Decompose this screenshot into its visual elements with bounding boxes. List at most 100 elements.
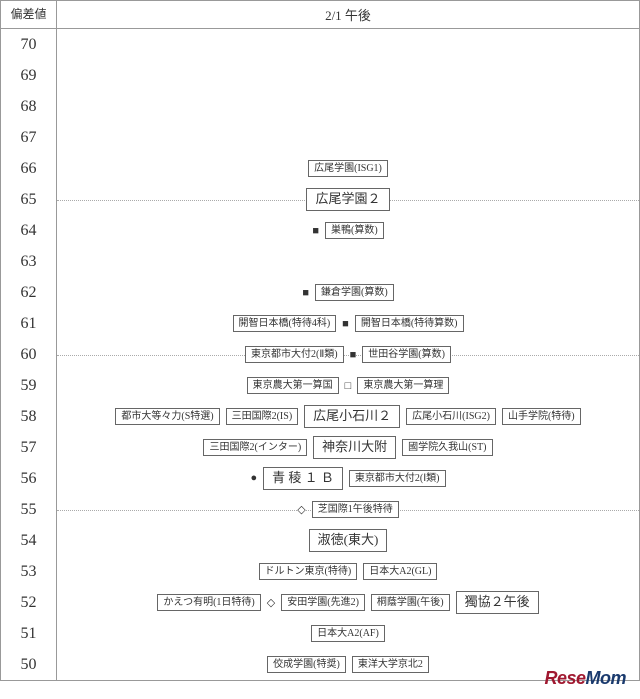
mark-black_square: ■ [302, 287, 309, 299]
deviation-value: 65 [1, 184, 57, 215]
school-box: 青 稜 １ Ｂ [263, 467, 343, 490]
school-box: 広尾小石川２ [304, 405, 400, 428]
school-box: 都市大等々力(S特選) [115, 408, 219, 425]
row-53: 53 ドルトン東京(特待) 日本大A2(GL) [1, 556, 639, 587]
row-items: 三田国際2(インター) 神奈川大附國学院久我山(ST) [57, 436, 639, 459]
row-50: 50 佼成学園(特奨) 東洋大学京北2 [1, 649, 639, 680]
row-items: ◇ 芝国際1午後特待 [57, 501, 639, 518]
school-box: 東京都市大付2(Ⅱ類) [245, 346, 344, 363]
row-items: 日本大A2(AF) [57, 625, 639, 642]
deviation-value: 57 [1, 432, 57, 463]
school-box: 開智日本橋(特待算数) [355, 315, 464, 332]
school-box: 三田国際2(IS) [226, 408, 299, 425]
row-items: ■ 巣鴨(算数) [57, 222, 639, 239]
school-box: 國学院久我山(ST) [402, 439, 492, 456]
deviation-chart: 偏差値 2/1 午後 7069686766 広尾学園(ISG1) 65 広尾学園２ 64… [0, 0, 640, 681]
school-box: 獨協２午後 [456, 591, 539, 614]
row-59: 59 東京農大第一算国 □ 東京農大第一算理 [1, 370, 639, 401]
school-box: 安田学園(先進2) [281, 594, 365, 611]
school-box: 神奈川大附 [313, 436, 396, 459]
row-items: ドルトン東京(特待) 日本大A2(GL) [57, 563, 639, 580]
school-box: 広尾学園(ISG1) [308, 160, 388, 177]
school-box: 山手学院(特待) [502, 408, 581, 425]
row-54: 54 淑徳(東大) [1, 525, 639, 556]
deviation-value: 69 [1, 60, 57, 91]
chart-header: 偏差値 2/1 午後 [1, 1, 639, 29]
row-55: 55 ◇ 芝国際1午後特待 [1, 494, 639, 525]
school-box: 佼成学園(特奨) [267, 656, 346, 673]
school-box: 開智日本橋(特待4科) [233, 315, 337, 332]
mark-diamond: ◇ [297, 503, 305, 516]
school-box: 広尾学園２ [306, 188, 389, 211]
deviation-value: 63 [1, 246, 57, 277]
deviation-value: 60 [1, 339, 57, 370]
row-items: かえつ有明(1日特待) ◇ 安田学園(先進2) 桐蔭学園(午後) 獨協２午後 [57, 591, 639, 614]
row-52: 52 かえつ有明(1日特待) ◇ 安田学園(先進2) 桐蔭学園(午後) 獨協２午後 [1, 587, 639, 618]
watermark: ReseMom [544, 668, 626, 689]
school-box: 芝国際1午後特待 [312, 501, 399, 518]
deviation-value: 58 [1, 401, 57, 432]
mark-diamond: ◇ [267, 596, 275, 609]
school-box: ドルトン東京(特待) [259, 563, 358, 580]
row-61: 61 開智日本橋(特待4科) ■ 開智日本橋(特待算数) [1, 308, 639, 339]
deviation-value: 68 [1, 91, 57, 122]
mark-black_square: ■ [342, 318, 349, 330]
row-58: 58 都市大等々力(S特選) 三田国際2(IS) 広尾小石川２ 広尾小石川(ISG2) 山… [1, 401, 639, 432]
deviation-value: 61 [1, 308, 57, 339]
row-items: ■ 鎌倉学園(算数) [57, 284, 639, 301]
row-60: 60 東京都市大付2(Ⅱ類) ■ 世田谷学園(算数) [1, 339, 639, 370]
school-box: 三田国際2(インター) [203, 439, 307, 456]
school-box: 世田谷学園(算数) [362, 346, 451, 363]
row-items: 淑徳(東大) [57, 529, 639, 552]
deviation-value: 51 [1, 618, 57, 649]
mark-circle: ● [250, 472, 257, 484]
row-67: 67 [1, 122, 639, 153]
deviation-value: 54 [1, 525, 57, 556]
school-box: 日本大A2(AF) [311, 625, 385, 642]
deviation-value: 62 [1, 277, 57, 308]
row-65: 65 広尾学園２ [1, 184, 639, 215]
row-items: 広尾学園２ [57, 188, 639, 211]
header-left: 偏差値 [1, 1, 57, 28]
chart-body: 7069686766 広尾学園(ISG1) 65 広尾学園２ 64 ■ 巣鴨(算数) 6362… [1, 29, 639, 680]
deviation-value: 50 [1, 649, 57, 680]
row-57: 57 三田国際2(インター) 神奈川大附國学院久我山(ST) [1, 432, 639, 463]
row-51: 51 日本大A2(AF) [1, 618, 639, 649]
row-items: 東京農大第一算国 □ 東京農大第一算理 [57, 377, 639, 394]
school-box: 桐蔭学園(午後) [371, 594, 450, 611]
header-right: 2/1 午後 [57, 1, 639, 28]
row-items: ● 青 稜 １ Ｂ 東京都市大付2(Ⅰ類) [57, 467, 639, 490]
row-69: 69 [1, 60, 639, 91]
row-items: 開智日本橋(特待4科) ■ 開智日本橋(特待算数) [57, 315, 639, 332]
row-items: 広尾学園(ISG1) [57, 160, 639, 177]
row-items: 都市大等々力(S特選) 三田国際2(IS) 広尾小石川２ 広尾小石川(ISG2) 山手学… [57, 405, 639, 428]
deviation-value: 64 [1, 215, 57, 246]
row-64: 64 ■ 巣鴨(算数) [1, 215, 639, 246]
deviation-value: 55 [1, 494, 57, 525]
deviation-value: 70 [1, 29, 57, 60]
row-66: 66 広尾学園(ISG1) [1, 153, 639, 184]
mark-black_square: ■ [312, 225, 319, 237]
mark-black_square: ■ [350, 349, 357, 361]
school-box: かえつ有明(1日特待) [157, 594, 260, 611]
school-box: 東京農大第一算国 [247, 377, 339, 394]
row-63: 63 [1, 246, 639, 277]
row-70: 70 [1, 29, 639, 60]
school-box: 広尾小石川(ISG2) [406, 408, 496, 425]
row-items: 東京都市大付2(Ⅱ類) ■ 世田谷学園(算数) [57, 346, 639, 363]
school-box: 淑徳(東大) [309, 529, 388, 552]
mark-white_square: □ [345, 380, 352, 392]
deviation-value: 56 [1, 463, 57, 494]
deviation-value: 53 [1, 556, 57, 587]
deviation-value: 59 [1, 370, 57, 401]
deviation-value: 52 [1, 587, 57, 618]
school-box: 東京都市大付2(Ⅰ類) [349, 470, 446, 487]
row-56: 56 ● 青 稜 １ Ｂ 東京都市大付2(Ⅰ類) [1, 463, 639, 494]
school-box: 東洋大学京北2 [352, 656, 429, 673]
row-62: 62 ■ 鎌倉学園(算数) [1, 277, 639, 308]
school-box: 東京農大第一算理 [357, 377, 449, 394]
school-box: 巣鴨(算数) [325, 222, 384, 239]
school-box: 鎌倉学園(算数) [315, 284, 394, 301]
school-box: 日本大A2(GL) [363, 563, 437, 580]
deviation-value: 66 [1, 153, 57, 184]
